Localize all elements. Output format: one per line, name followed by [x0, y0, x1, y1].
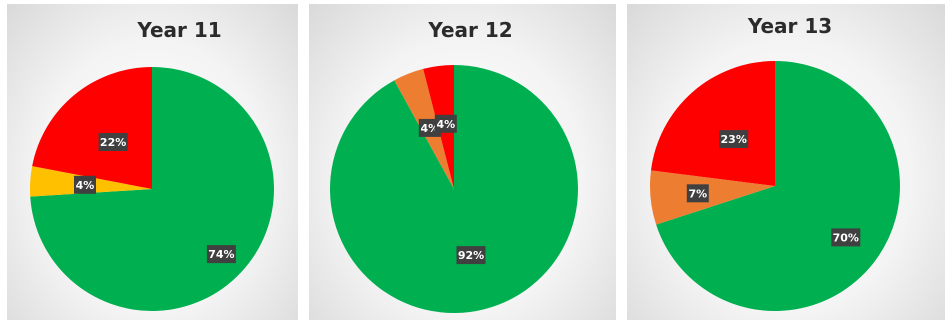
- pie-chart: 70% 7% 23%: [650, 61, 901, 311]
- pie-chart: 74% 4% 22%: [29, 67, 274, 311]
- pie-slice: [32, 67, 152, 189]
- data-label: 4%: [420, 122, 439, 135]
- data-label-box: [686, 184, 709, 203]
- chart-panel-year-12: Year 12 92% 4% 4%: [309, 4, 616, 320]
- chart-panel-year-11: Year 11 74% 4% 22%: [7, 4, 298, 320]
- data-label-box: [206, 245, 236, 264]
- chart-title: Year 11: [137, 18, 222, 42]
- pie-slice: [650, 170, 775, 225]
- data-label-box: [831, 228, 861, 247]
- pie-slice: [650, 61, 775, 186]
- pie-chart: 92% 4%4%: [330, 65, 579, 313]
- data-label: 74%: [208, 248, 234, 261]
- data-label-box: [719, 130, 749, 149]
- chart-title: Year 12: [428, 18, 513, 42]
- data-label: 7%: [688, 187, 707, 200]
- pie-slice: [330, 65, 579, 313]
- data-label-box: [434, 114, 457, 133]
- data-label-box: [456, 246, 486, 265]
- data-label-box: [74, 175, 96, 194]
- pie-slice: [656, 61, 901, 311]
- data-label: 22%: [100, 136, 126, 149]
- data-label: 4%: [436, 118, 455, 131]
- data-label: 23%: [721, 133, 747, 146]
- chart-title: Year 13: [747, 14, 833, 38]
- data-label: 70%: [833, 231, 859, 244]
- data-label: 4%: [76, 179, 95, 192]
- data-label-box: [98, 133, 128, 151]
- chart-panel-year-13: Year 13 70% 7% 23%: [627, 4, 945, 320]
- data-label: 92%: [458, 249, 484, 262]
